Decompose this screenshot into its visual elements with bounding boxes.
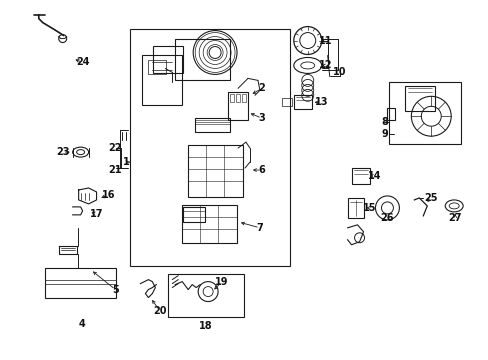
Text: 10: 10 [332,67,346,77]
Bar [195,118,229,132]
Bar [388,82,460,144]
Bar [347,198,363,218]
Text: 21: 21 [107,165,121,175]
Text: 24: 24 [76,58,89,67]
Text: 12: 12 [318,60,332,71]
Bar [148,60,166,75]
Text: 14: 14 [367,171,381,181]
Bar [405,86,434,111]
Bar [130,28,289,266]
Text: 16: 16 [102,190,115,200]
Bar [168,274,244,318]
Bar [227,92,247,120]
Bar [188,145,243,197]
Text: 17: 17 [90,209,103,219]
Bar [182,205,237,243]
Text: 22: 22 [107,143,121,153]
Text: 27: 27 [447,213,461,223]
Bar [153,45,183,73]
Text: 20: 20 [153,306,167,316]
Bar [281,98,291,106]
Text: 18: 18 [199,321,213,332]
Bar [175,39,229,80]
Text: 11: 11 [318,36,332,46]
Text: 19: 19 [215,276,228,287]
Bar [236,94,240,102]
Bar [183,207,205,222]
Text: 25: 25 [424,193,437,203]
Text: 26: 26 [380,213,393,223]
Text: 13: 13 [314,97,328,107]
Text: 23: 23 [56,147,69,157]
Bar [229,94,234,102]
Text: 15: 15 [362,203,375,213]
Bar [386,108,395,120]
Text: 1: 1 [123,157,130,167]
Text: 8: 8 [380,117,387,127]
Text: 9: 9 [380,129,387,139]
Text: 4: 4 [78,319,85,329]
Text: 3: 3 [258,113,265,123]
Text: 6: 6 [258,165,265,175]
Text: 5: 5 [112,284,119,294]
Bar [293,95,311,109]
Text: 2: 2 [258,84,265,93]
Bar [142,55,182,105]
Bar [45,268,116,298]
Bar [351,168,369,184]
Bar [242,94,245,102]
Text: 7: 7 [256,223,263,233]
